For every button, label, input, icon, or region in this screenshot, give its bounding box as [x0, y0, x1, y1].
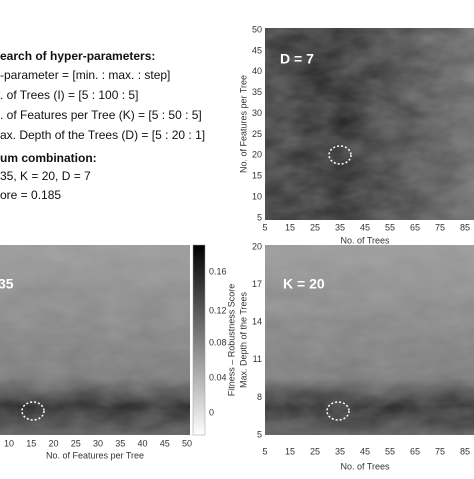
colorbar-tick-label: 0.12 — [209, 305, 227, 315]
y-tick-label: 50 — [252, 24, 262, 34]
colorbar-tick-label: 0.04 — [209, 372, 227, 382]
x-tick-label: 15 — [285, 222, 295, 232]
text-block: earch of hyper-parameters: -parameter = [… — [0, 49, 205, 202]
x-tick-label: 5 — [262, 446, 267, 456]
x-tick-label: 45 — [360, 446, 370, 456]
text-line: um combination: — [0, 151, 97, 165]
y-tick-label: 5 — [257, 212, 262, 222]
text-line: . of Features per Tree (K) = [5 : 50 : 5… — [0, 108, 202, 122]
x-tick-label: 75 — [435, 222, 445, 232]
x-tick-label: 45 — [360, 222, 370, 232]
y-tick-label: 45 — [252, 45, 262, 55]
y-tick-label: 11 — [253, 354, 262, 364]
x-tick-label: 25 — [310, 222, 320, 232]
x-tick-label: 55 — [385, 222, 395, 232]
y-tick-label: 30 — [252, 108, 262, 118]
x-axis-label: No. of Features per Tree — [46, 450, 144, 460]
x-tick-label: 75 — [435, 446, 445, 456]
colorbar-tick-label: 0.16 — [209, 266, 227, 276]
y-tick-label: 40 — [252, 66, 262, 76]
text-line: ax. Depth of the Trees (D) = [5 : 20 : 1… — [0, 128, 205, 142]
x-tick-label: 5 — [262, 222, 267, 232]
y-axis-label: Max. Depth of the Trees — [238, 291, 248, 388]
y-tick-label: 20 — [252, 241, 262, 251]
x-tick-label: 15 — [26, 438, 36, 448]
y-tick-label: 14 — [252, 317, 262, 327]
x-tick-label: 25 — [310, 446, 320, 456]
optimum-marker — [21, 401, 45, 421]
colorbar-tick-label: 0.08 — [209, 337, 227, 347]
optimum-marker — [326, 401, 350, 421]
x-tick-label: 65 — [410, 222, 420, 232]
x-tick-label: 40 — [137, 438, 147, 448]
x-tick-label: 65 — [410, 446, 420, 456]
text-line: . of Trees (I) = [5 : 100 : 5] — [0, 88, 138, 102]
text-line: earch of hyper-parameters: — [0, 49, 155, 63]
x-tick-label: 20 — [48, 438, 58, 448]
y-tick-label: 10 — [252, 191, 262, 201]
heatmap-texture — [265, 28, 474, 220]
x-tick-label: 55 — [385, 446, 395, 456]
x-tick-label: 85 — [460, 446, 470, 456]
y-tick-label: 35 — [252, 87, 262, 97]
x-tick-label: 35 — [115, 438, 125, 448]
colorbar — [192, 244, 206, 436]
x-axis-label: No. of Trees — [340, 235, 390, 245]
x-tick-label: 25 — [71, 438, 81, 448]
x-tick-label: 15 — [285, 446, 295, 456]
x-tick-label: 10 — [4, 438, 14, 448]
x-tick-label: 50 — [182, 438, 192, 448]
y-axis-label: No. of Features per Tree — [238, 75, 248, 173]
panel-label: D = 7 — [280, 51, 314, 67]
heatmap-texture — [265, 245, 474, 435]
panel-label: 35 — [0, 276, 14, 292]
x-tick-label: 30 — [93, 438, 103, 448]
y-tick-label: 15 — [252, 171, 262, 181]
x-axis-label: No. of Trees — [340, 461, 390, 471]
y-tick-label: 8 — [257, 392, 262, 402]
text-line: 35, K = 20, D = 7 — [0, 169, 91, 183]
y-tick-label: 17 — [252, 279, 262, 289]
y-tick-label: 25 — [252, 129, 262, 139]
y-tick-label: 5 — [257, 429, 262, 439]
optimum-marker — [328, 145, 352, 165]
x-tick-label: 35 — [335, 222, 345, 232]
colorbar-label: Fitness – Robustness Score — [226, 284, 236, 397]
heatmap-texture — [0, 245, 190, 435]
text-line: ore = 0.185 — [0, 188, 61, 202]
panel-label: K = 20 — [283, 276, 325, 292]
text-line: -parameter = [min. : max. : step] — [0, 68, 170, 82]
x-tick-label: 85 — [460, 222, 470, 232]
colorbar-tick-label: 0 — [209, 407, 214, 417]
y-tick-label: 20 — [252, 150, 262, 160]
x-tick-label: 45 — [160, 438, 170, 448]
x-tick-label: 35 — [335, 446, 345, 456]
